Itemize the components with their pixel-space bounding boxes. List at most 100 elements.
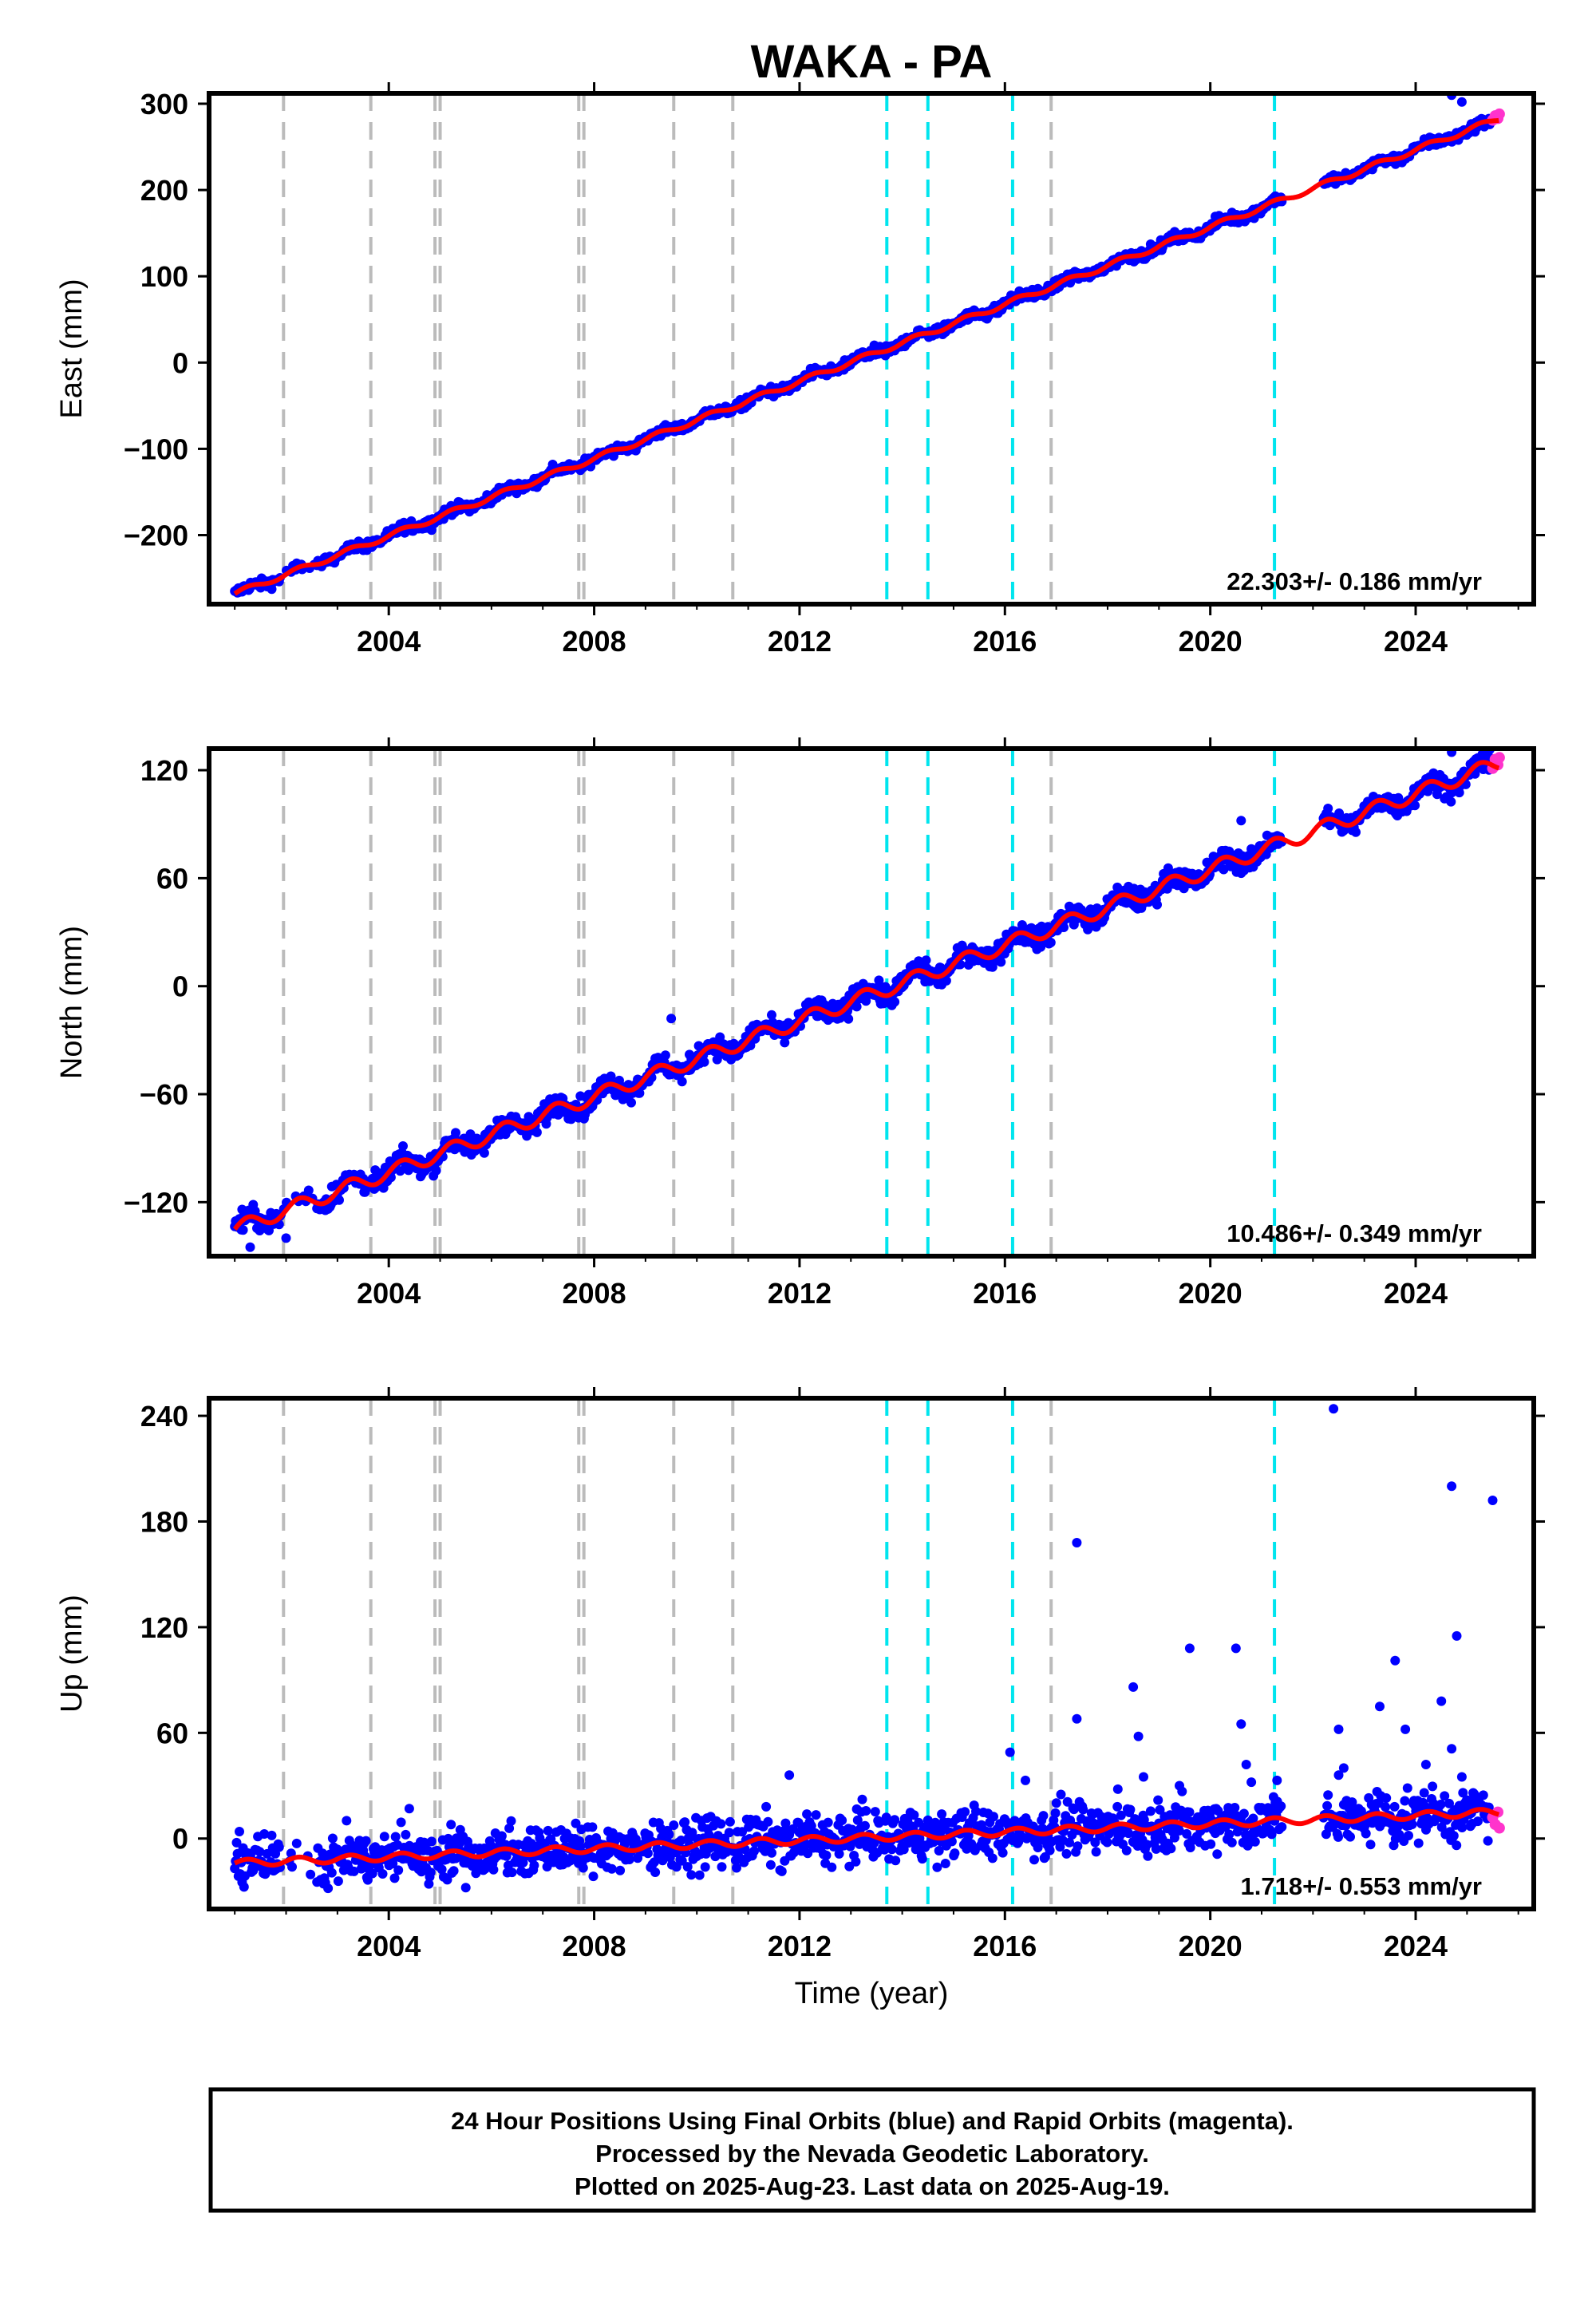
final-orbit-point <box>776 1866 787 1876</box>
final-orbit-point <box>633 1853 643 1863</box>
final-orbit-point <box>1428 1781 1438 1792</box>
final-orbit-point <box>1322 1800 1333 1811</box>
north-y-axis-label: North (mm) <box>55 926 89 1079</box>
final-orbit-point <box>1248 1813 1258 1824</box>
final-orbit-point <box>1116 1810 1126 1820</box>
final-orbit-point <box>1227 1837 1237 1848</box>
outlier-point <box>666 1014 677 1024</box>
final-orbit-point <box>998 1848 1008 1858</box>
final-orbit-point <box>531 1127 542 1137</box>
y-tick-label: −200 <box>124 520 188 552</box>
final-orbit-point <box>543 1825 553 1836</box>
outlier-point <box>1072 1713 1082 1724</box>
final-orbit-point <box>1037 1824 1048 1834</box>
y-tick-label: 100 <box>140 260 188 293</box>
outlier-point <box>245 1242 255 1252</box>
final-orbit-point <box>1112 1801 1123 1812</box>
final-orbit-point <box>1365 1840 1376 1850</box>
up-velocity-label: 1.718+/- 0.553 mm/yr <box>1241 1872 1482 1900</box>
final-orbit-point <box>657 1832 667 1843</box>
x-tick-label: 2012 <box>768 1277 832 1310</box>
final-orbit-point <box>389 1873 400 1883</box>
outlier-point <box>1329 1404 1339 1414</box>
final-orbit-point <box>507 1867 517 1878</box>
outlier-point <box>784 1770 795 1780</box>
final-orbit-point <box>851 1856 861 1867</box>
x-tick-label: 2004 <box>357 625 421 658</box>
final-orbit-point <box>425 1867 436 1878</box>
final-orbit-point <box>1124 1828 1134 1839</box>
final-orbit-point <box>624 1855 634 1864</box>
final-orbit-point <box>715 1032 725 1042</box>
final-orbit-point <box>717 1862 727 1872</box>
y-tick-label: −60 <box>140 1078 188 1111</box>
x-tick-label: 2008 <box>563 1277 626 1310</box>
final-orbit-point <box>1402 1783 1412 1793</box>
final-orbit-point <box>396 1817 406 1828</box>
up-model-line <box>233 1807 1500 1868</box>
final-orbit-point <box>1059 923 1069 932</box>
final-orbit-point <box>274 1842 284 1852</box>
outlier-point <box>1390 1655 1400 1666</box>
final-orbit-point <box>1091 1847 1101 1857</box>
final-orbit-point <box>1078 1804 1088 1815</box>
final-orbit-point <box>460 1883 471 1893</box>
final-orbit-point <box>1174 1825 1184 1836</box>
outlier-point <box>1456 1772 1467 1782</box>
final-orbit-point <box>732 1863 741 1873</box>
final-orbit-point <box>716 1819 726 1829</box>
east-panel: 2004 2008 2012 2016 2020 2024 −200 −100 0 100 200 3… <box>55 82 1545 658</box>
final-orbit-point <box>1065 1837 1074 1848</box>
final-orbit-point <box>1166 1844 1176 1854</box>
final-orbit-point <box>501 1851 512 1861</box>
y-tick-label: −120 <box>124 1186 188 1219</box>
final-orbit-point <box>671 1862 681 1872</box>
final-orbit-point <box>1170 1832 1179 1843</box>
final-orbit-point <box>971 1806 981 1816</box>
final-orbit-point <box>303 1185 314 1196</box>
final-orbit-point <box>989 1812 998 1822</box>
y-tick-label: 180 <box>140 1505 188 1538</box>
final-orbit-point <box>1457 1823 1468 1832</box>
final-orbit-point <box>291 1838 302 1848</box>
final-orbit-point <box>837 1816 847 1825</box>
y-tick-label: 0 <box>172 970 188 1003</box>
final-orbit-point <box>606 1863 617 1874</box>
final-orbit-point <box>1448 1831 1459 1841</box>
final-orbit-point <box>1139 1815 1149 1825</box>
final-orbit-point <box>1410 800 1420 811</box>
final-orbit-point <box>879 1844 890 1855</box>
up-plot-area <box>230 1398 1505 1909</box>
final-orbit-point <box>451 1128 460 1138</box>
final-orbit-point <box>890 1815 900 1825</box>
final-orbit-point <box>960 1807 970 1817</box>
chart-title: WAKA - PA <box>751 36 993 88</box>
final-orbit-point <box>506 1816 516 1826</box>
up-rapid-orbit-points <box>1487 1806 1505 1834</box>
final-orbit-point <box>437 1864 447 1875</box>
final-orbit-point <box>1145 1806 1156 1816</box>
outlier-point <box>1246 1777 1257 1788</box>
y-tick-label: 60 <box>156 862 188 895</box>
final-orbit-point <box>765 1860 776 1870</box>
final-orbit-point <box>377 1869 388 1879</box>
x-axis-label: Time (year) <box>795 1977 949 2010</box>
final-orbit-point <box>780 1818 791 1828</box>
final-orbit-point <box>780 1037 790 1048</box>
outlier-point <box>1231 1643 1241 1654</box>
outlier-point <box>1477 749 1487 759</box>
final-orbit-point <box>694 1870 705 1880</box>
final-orbit-point <box>1478 1790 1488 1800</box>
final-orbit-point <box>1440 1791 1450 1801</box>
final-orbit-point <box>677 1077 687 1087</box>
final-orbit-point <box>699 1057 709 1067</box>
final-orbit-point <box>239 1882 249 1892</box>
final-orbit-point <box>1483 1836 1493 1846</box>
final-orbit-point <box>1413 1838 1424 1848</box>
x-tick-label: 2020 <box>1179 1277 1242 1310</box>
north-plot-area <box>230 749 1505 1256</box>
final-orbit-point <box>1038 1811 1049 1821</box>
final-orbit-point <box>1452 1840 1462 1851</box>
final-orbit-point <box>634 1088 645 1098</box>
east-plot-area <box>230 93 1505 604</box>
